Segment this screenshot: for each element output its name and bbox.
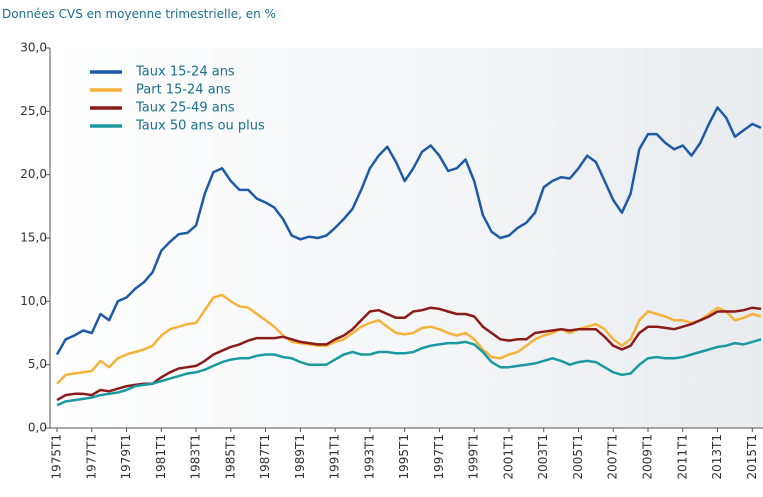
series-line [55,106,762,356]
series-line [56,338,762,407]
y-tick-label: 20,0 [20,167,47,181]
chart-title: Données CVS en moyenne trimestrielle, en… [2,7,276,21]
y-tick-label: 5,0 [28,357,47,371]
x-tick-label: 1977T1 [84,434,98,480]
x-tick-label: 2007T1 [606,434,620,480]
x-tick-label: 1999T1 [467,434,481,480]
x-tick-label: 1983T1 [189,434,203,480]
y-tick-label: 0,0 [28,421,47,435]
y-tick-label: 10,0 [20,294,47,308]
y-tick-label: 25,0 [20,104,47,118]
x-tick-label: 2005T1 [571,434,585,480]
legend-label: Taux 50 ans ou plus [135,119,265,134]
plot-area [50,48,763,428]
x-tick-label: 2015T1 [745,434,759,480]
x-tick-label: 1991T1 [328,434,342,480]
y-tick-label: 15,0 [20,231,47,245]
x-tick-label: 2003T1 [536,434,550,480]
x-tick-label: 1981T1 [154,434,168,480]
legend-label: Taux 25-49 ans [135,101,235,116]
series-line [56,306,762,402]
x-tick-label: 1989T1 [293,434,307,480]
x-tick-label: 2001T1 [501,434,515,480]
legend-label: Taux 15-24 ans [135,65,235,80]
x-tick-label: 1993T1 [362,434,376,480]
x-tick-label: 2011T1 [675,434,689,480]
x-tick-label: 1985T1 [223,434,237,480]
y-tick-label: 30,0 [20,41,47,55]
x-tick-label: 2013T1 [710,434,724,480]
x-tick-label: 1975T1 [50,434,64,480]
series-line [56,293,762,385]
x-tick-label: 1995T1 [397,434,411,480]
x-tick-label: 1997T1 [432,434,446,480]
x-tick-label: 1979T1 [119,434,133,480]
legend-label: Part 15-24 ans [136,83,231,98]
x-tick-label: 1987T1 [258,434,272,480]
x-tick-label: 2009T1 [641,434,655,480]
